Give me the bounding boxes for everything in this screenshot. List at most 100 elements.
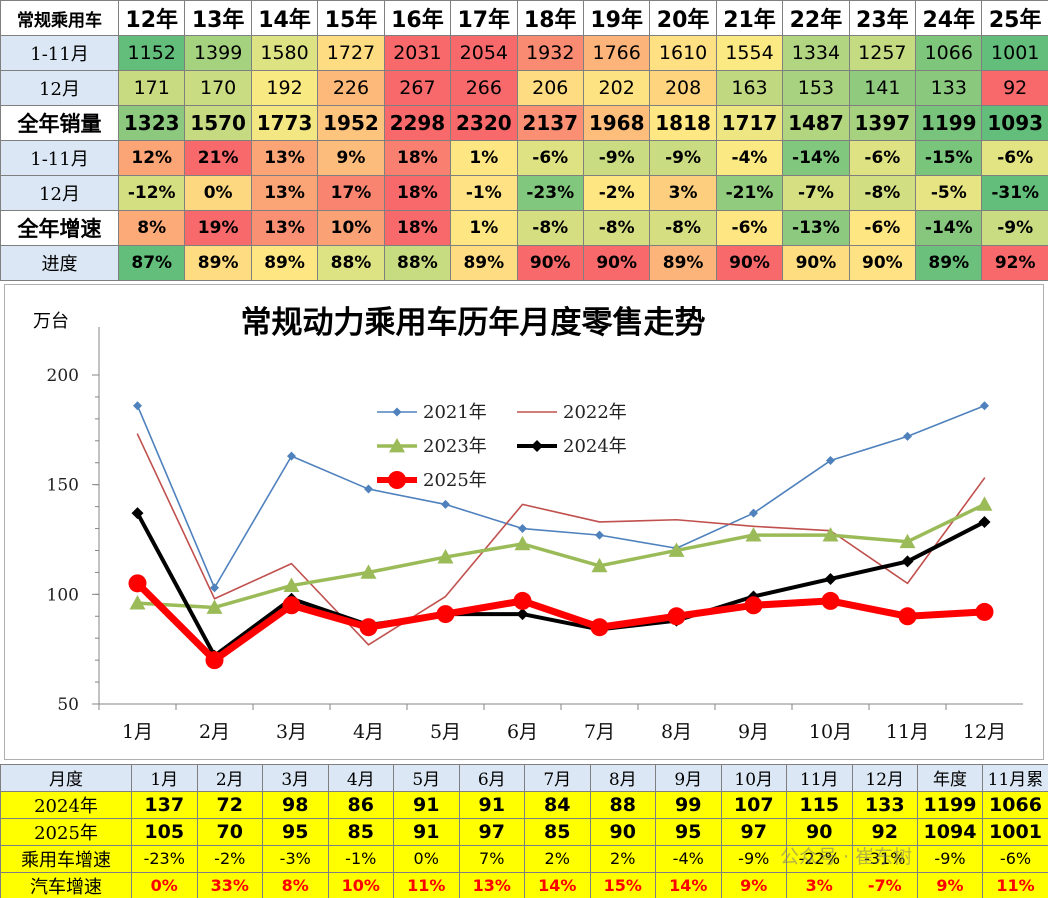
table-cell: 88% — [383, 245, 452, 281]
table-cell: 88 — [589, 790, 656, 819]
row-label: 汽车增速 — [0, 871, 132, 898]
row-label: 2024年 — [0, 790, 132, 819]
data-point — [901, 555, 914, 568]
data-point — [595, 530, 604, 540]
legend-entry: 2025年 — [377, 470, 487, 491]
year-header: 24年 — [915, 0, 983, 36]
data-point — [441, 499, 450, 509]
table-row: 12月 171 170 192 226 267 266 206 202 208 163 153 141 1… — [0, 70, 1048, 106]
table-cell: 1323 — [117, 105, 186, 141]
table-row: 1-11月 1152 1399 1580 1727 2031 2054 1932 1766 161… — [0, 35, 1048, 71]
table-row: 汽车增速 0% 33% 8% 10% 11% 13% 14% 15% 14% 9% 3% -7% 9% 11… — [0, 871, 1048, 898]
table-cell: 89% — [184, 245, 252, 281]
table-cell: -14% — [782, 140, 850, 176]
table-cell: 13% — [250, 210, 319, 246]
table-cell: -2% — [582, 175, 651, 211]
table-row: 2025年 105 70 95 85 91 97 85 90 95 97 90 92 1094 1001 — [0, 817, 1048, 846]
table-cell: 95 — [655, 817, 722, 846]
x-tick-label: 5月 — [430, 721, 461, 743]
table-cell: 163 — [715, 70, 784, 106]
table-cell: 2% — [524, 844, 591, 873]
table-cell: 3% — [786, 871, 853, 898]
table-cell: 1717 — [715, 105, 784, 141]
data-point — [590, 618, 609, 637]
table-cell: -31% — [851, 844, 918, 873]
table-cell: 11% — [393, 871, 460, 898]
year-header: 18年 — [516, 0, 584, 36]
table-cell: -21% — [715, 175, 784, 211]
table-cell: -8% — [649, 210, 717, 246]
column-header: 11月累 — [982, 764, 1048, 792]
table-row: 12月 -12% 0% 13% 17% 18% -1% -23% -2% 3% -21% -7% -8%… — [0, 175, 1048, 211]
year-header: 12年 — [117, 0, 186, 36]
data-point — [514, 535, 531, 551]
table-row: 1-11月 12% 21% 13% 9% 18% 1% -6% -9% -9% -4% -14% -6%… — [0, 140, 1048, 176]
data-point — [749, 508, 758, 518]
table-cell: 202 — [582, 70, 651, 106]
legend-entry: 2023年 — [377, 436, 487, 457]
table-cell: -8% — [582, 210, 651, 246]
legend-entry: 2021年 — [377, 402, 487, 423]
table-cell: 1727 — [317, 35, 385, 71]
series-line — [135, 502, 987, 610]
year-header: 20年 — [649, 0, 717, 36]
table-cell: -8% — [848, 175, 917, 211]
table-cell: 89% — [915, 245, 983, 281]
table-cell: 1066 — [982, 790, 1048, 819]
table-cell: 208 — [649, 70, 717, 106]
column-header: 8月 — [589, 764, 656, 792]
table-cell: 1487 — [782, 105, 850, 141]
table-cell: 1152 — [117, 35, 186, 71]
table-cell: -6% — [848, 210, 917, 246]
table-cell: 0% — [131, 871, 198, 898]
table-cell: -5% — [915, 175, 983, 211]
table-row: 全年销量 1323 1570 1773 1952 2298 2320 2137 1968 1818… — [0, 105, 1048, 141]
table-cell: -14% — [915, 210, 983, 246]
table-cell: 9% — [917, 871, 983, 898]
table-cell: 12% — [117, 140, 186, 176]
legend-entry: 2024年 — [517, 436, 627, 457]
table-cell: 141 — [848, 70, 917, 106]
year-header: 17年 — [450, 0, 518, 36]
table-cell: 17% — [317, 175, 385, 211]
legend-label: 2021年 — [423, 402, 487, 423]
legend-label: 2025年 — [423, 470, 487, 491]
table-cell: 2298 — [383, 105, 452, 141]
table-cell: 1968 — [582, 105, 651, 141]
y-tick-label: 100 — [47, 585, 79, 605]
row-label: 1-11月 — [0, 140, 119, 176]
table-cell: 1066 — [915, 35, 983, 71]
y-axis-label: 万台 — [33, 311, 69, 332]
table-cell: 21% — [184, 140, 252, 176]
table-cell: 153 — [782, 70, 850, 106]
column-header: 12月 — [851, 764, 918, 792]
column-header: 7月 — [524, 764, 591, 792]
series-line — [136, 433, 986, 646]
x-tick-label: 8月 — [661, 721, 692, 743]
table-cell: 97 — [458, 817, 525, 846]
table-row: 全年增速 8% 19% 13% 10% 18% 1% -8% -8% -8% -6% -13% -6% -… — [0, 210, 1048, 246]
table-cell: 1773 — [250, 105, 319, 141]
table-cell: 1% — [450, 210, 518, 246]
series-line — [136, 404, 986, 589]
monthly-detail-table: 月度 1月 2月 3月 4月 5月 6月 7月 8月 9月 10月 11月 12月 年度 11月累 2024年… — [0, 764, 1048, 898]
table-cell: 97 — [720, 817, 787, 846]
y-tick-label: 200 — [47, 366, 79, 386]
table-cell: 171 — [117, 70, 186, 106]
data-point — [364, 484, 373, 494]
column-header: 9月 — [655, 764, 722, 792]
table-cell: -1% — [327, 844, 394, 873]
data-point — [745, 527, 762, 542]
column-header: 年度 — [917, 764, 983, 792]
data-point — [903, 431, 912, 441]
table-cell: 19% — [184, 210, 252, 246]
data-point — [591, 557, 608, 573]
table-cell: 95 — [262, 817, 329, 846]
data-point — [128, 574, 147, 593]
data-point — [821, 591, 840, 610]
table-cell: 1932 — [516, 35, 584, 71]
table-cell: 86 — [327, 790, 394, 819]
table-cell: 10% — [317, 210, 385, 246]
table-cell: 89% — [450, 245, 518, 281]
column-header: 3月 — [262, 764, 329, 792]
